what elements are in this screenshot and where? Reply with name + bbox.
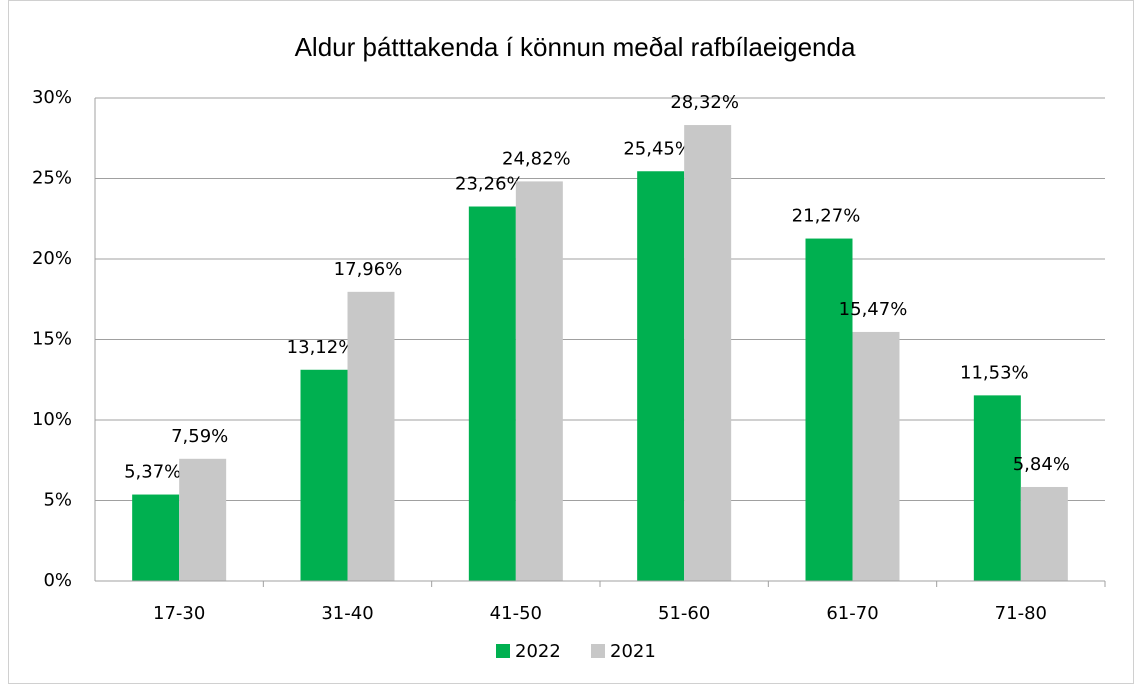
legend-swatch [496,644,510,658]
y-tick-label: 0% [43,570,72,591]
bar [805,238,853,582]
value-label: 13,12% [287,337,356,358]
bar [132,494,180,581]
value-label: 28,32% [670,92,739,113]
value-label: 23,26% [455,174,524,195]
legend-label: 2022 [515,641,561,662]
x-tick-label: 31-40 [321,603,373,624]
legend-label: 2021 [610,641,656,662]
value-label: 5,37% [124,462,181,483]
bar [300,369,348,581]
x-tick-label: 61-70 [826,603,878,624]
y-tick-label: 5% [43,490,72,511]
value-label: 17,96% [334,259,403,280]
value-label: 24,82% [502,148,571,169]
y-tick-label: 10% [32,409,72,430]
value-label: 5,84% [1013,454,1070,475]
value-label: 11,53% [960,362,1029,383]
bar [973,395,1021,581]
bar [347,291,395,581]
value-label: 15,47% [839,299,908,320]
y-tick-label: 20% [32,248,72,269]
bar [179,458,227,581]
legend-swatch [591,644,605,658]
x-tick-label: 51-60 [658,603,710,624]
bar [1020,486,1068,581]
x-tick-label: 17-30 [153,603,205,624]
x-tick-label: 41-50 [490,603,542,624]
y-tick-label: 15% [32,329,72,350]
y-tick-label: 25% [32,168,72,189]
bar [515,181,563,581]
bar [637,171,685,581]
y-tick-label: 30% [32,87,72,108]
bar [468,206,516,582]
bar [852,331,900,581]
value-label: 7,59% [171,426,228,447]
chart-title: Aldur þátttakenda í könnun meðal rafbíla… [295,32,856,62]
value-label: 21,27% [792,206,861,227]
value-label: 25,45% [623,138,692,159]
bar [684,125,732,581]
x-tick-label: 71-80 [995,603,1047,624]
